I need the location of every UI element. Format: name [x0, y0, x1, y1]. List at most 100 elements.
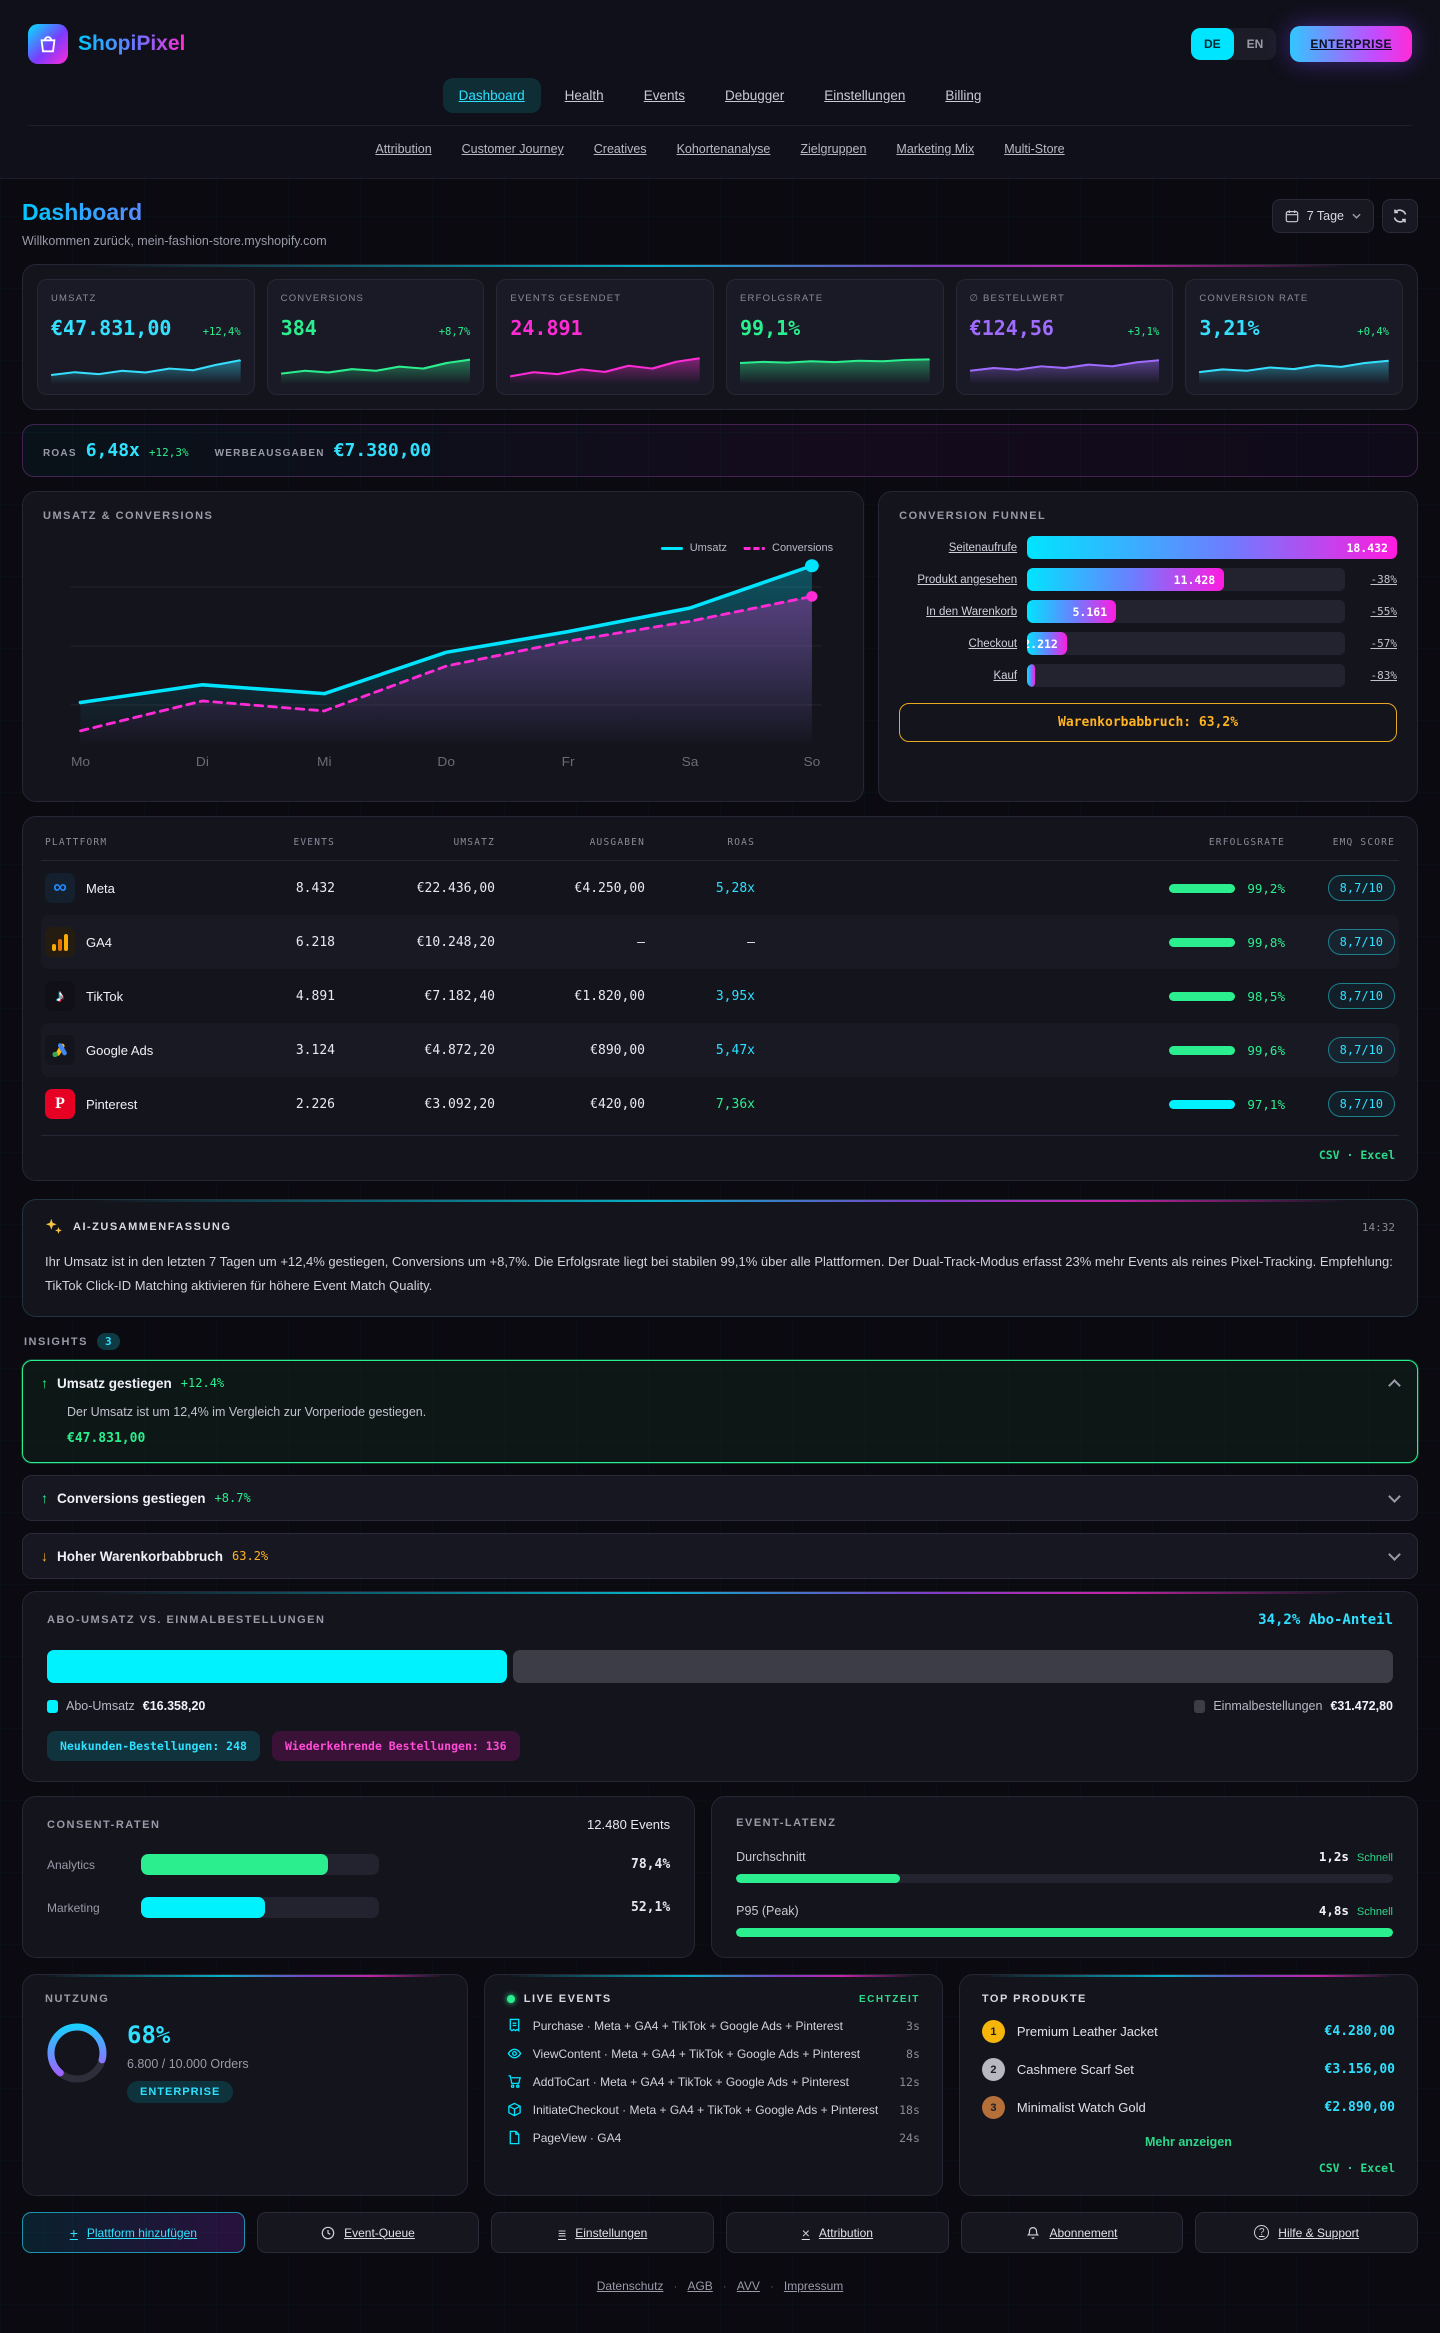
table-row-meta[interactable]: ∞ Meta 8.432 €22.436,00 €4.250,00 5,28x …	[41, 861, 1399, 915]
werbeausgaben-label: WERBEAUSGABEN	[214, 448, 325, 459]
funnel-value: 11.428	[1173, 572, 1216, 587]
funnel-step-label[interactable]: In den Warenkorb	[926, 605, 1018, 618]
subtab-attribution[interactable]: Attribution	[375, 142, 432, 156]
abo-legend-label: Abo-Umsatz	[66, 1699, 135, 1714]
emq-badge: 8,7/10	[1327, 875, 1395, 901]
roas-value: 6,48x	[85, 440, 140, 461]
umsatz-legend-line	[660, 546, 683, 550]
action-label: Einstellungen	[575, 2225, 648, 2240]
tab-dashboard[interactable]: Dashboard	[442, 78, 541, 113]
funnel-step-label[interactable]: Checkout	[968, 637, 1018, 650]
kpi-card-umsatz: UMSATZ €47.831,00 +12,4%	[37, 279, 255, 395]
funnel-value: 2.212	[1027, 636, 1058, 651]
action-label: Attribution	[818, 2225, 873, 2240]
subtab-marketing-mix[interactable]: Marketing Mix	[896, 142, 975, 156]
table-row-google-ads[interactable]: Google Ads 3.124 €4.872,20 €890,00 5,47x…	[41, 1023, 1399, 1077]
footer-impressum[interactable]: Impressum	[783, 2279, 844, 2294]
subtab-zielgruppen[interactable]: Zielgruppen	[800, 142, 867, 156]
csv-excel-export-link[interactable]: CSV · Excel	[1318, 1148, 1395, 1162]
event-queue-button[interactable]: Event-Queue	[256, 2212, 480, 2254]
settings-button[interactable]: ≡ Einstellungen	[491, 2212, 714, 2254]
footer-datenschutz[interactable]: Datenschutz	[596, 2279, 664, 2294]
funnel-step-label[interactable]: Kauf	[993, 669, 1018, 682]
google-ads-icon	[45, 1035, 75, 1065]
subscription-button[interactable]: Abonnement	[960, 2212, 1184, 2254]
subtab-customer-journey[interactable]: Customer Journey	[461, 142, 564, 156]
tab-events[interactable]: Events	[643, 88, 685, 103]
consent-events-count: 12.480 Events	[587, 1817, 671, 1833]
rate-value: 98,5%	[1247, 988, 1285, 1004]
shopipixel-logo-icon	[28, 24, 68, 64]
kpi-label: UMSATZ	[51, 293, 97, 304]
kpi-change: +12,4%	[202, 326, 241, 338]
enterprise-button[interactable]: ENTERPRISE	[1290, 26, 1412, 62]
tab-einstellungen[interactable]: Einstellungen	[824, 88, 906, 103]
funnel-row: In den Warenkorb 5.161 -55%	[899, 600, 1397, 623]
arrow-up-icon: ↑	[41, 1490, 48, 1507]
sparkline-chart	[969, 359, 1160, 384]
subtab-creatives[interactable]: Creatives	[593, 142, 647, 156]
event-latency-panel: EVENT-LATENZ Durchschnitt 1,2s Schnell P9…	[711, 1796, 1418, 1959]
nutzung-title: NUTZUNG	[45, 1993, 110, 2006]
latency-row-durchschnitt: Durchschnitt 1,2s Schnell	[736, 1849, 1393, 1884]
lang-de-button[interactable]: DE	[1190, 28, 1234, 60]
subtab-kohortenanalyse[interactable]: Kohortenanalyse	[676, 142, 771, 156]
funnel-drop[interactable]: -55%	[1370, 605, 1397, 618]
attribution-button[interactable]: × Attribution	[726, 2212, 949, 2254]
date-range-select[interactable]: 7 Tage	[1271, 199, 1374, 233]
platform-name: GA4	[86, 934, 113, 950]
insight-conversions-gestiegen[interactable]: ↑ Conversions gestiegen +8.7%	[22, 1475, 1418, 1522]
roas-change: +12,3%	[148, 446, 189, 459]
table-row-ga4[interactable]: GA4 6.218 €10.248,20 – – 99,8% 8,7/10	[41, 915, 1399, 969]
ai-timestamp: 14:32	[1361, 1220, 1395, 1234]
eye-icon	[507, 2048, 522, 2059]
refresh-button[interactable]	[1382, 199, 1418, 233]
table-row-pinterest[interactable]: P Pinterest 2.226 €3.092,20 €420,00 7,36…	[41, 1077, 1399, 1131]
mehr-anzeigen-link[interactable]: Mehr anzeigen	[1145, 2135, 1232, 2150]
table-row-tiktok[interactable]: ♪ TikTok 4.891 €7.182,40 €1.820,00 3,95x…	[41, 969, 1399, 1023]
add-platform-button[interactable]: + Plattform hinzufügen	[22, 2212, 245, 2254]
language-toggle[interactable]: DE EN	[1190, 28, 1277, 60]
live-event-time: 24s	[899, 2130, 920, 2145]
funnel-drop[interactable]: -57%	[1370, 637, 1397, 650]
plan-badge: ENTERPRISE	[127, 2081, 234, 2104]
neukunden-pill: Neukunden-Bestellungen: 248	[47, 1731, 260, 1762]
live-event-name: Purchase · Meta + GA4 + TikTok + Google …	[532, 2018, 843, 2033]
csv-excel-export-link[interactable]: CSV · Excel	[1318, 2161, 1395, 2176]
abo-legend-swatch	[47, 1699, 58, 1713]
rate-value: 99,8%	[1247, 934, 1285, 950]
lang-en-button[interactable]: EN	[1246, 37, 1264, 51]
funnel-drop[interactable]: -83%	[1370, 669, 1397, 682]
funnel-drop[interactable]: -38%	[1370, 573, 1397, 586]
funnel-step-label[interactable]: Seitenaufrufe	[948, 541, 1018, 554]
tab-health[interactable]: Health	[564, 88, 604, 103]
insight-badge: 63.2%	[232, 1549, 269, 1564]
col-roas: ROAS	[727, 837, 755, 848]
funnel-step-label[interactable]: Produkt angesehen	[917, 573, 1018, 586]
subtab-multi-store[interactable]: Multi-Store	[1004, 142, 1065, 156]
help-support-button[interactable]: ? Hilfe & Support	[1195, 2212, 1418, 2254]
latency-tag: Schnell	[1356, 1852, 1393, 1865]
action-label: Event-Queue	[344, 2225, 415, 2240]
einmal-legend-value: €31.472,80	[1330, 1699, 1393, 1714]
consent-value: 52,1%	[631, 1900, 671, 1916]
live-dot-icon	[506, 1995, 515, 2004]
footer-agb[interactable]: AGB	[687, 2279, 713, 2294]
footer-avv[interactable]: AVV	[736, 2279, 760, 2294]
insight-umsatz-gestiegen[interactable]: ↑ Umsatz gestiegen +12.4% Der Umsatz ist…	[22, 1360, 1418, 1464]
tab-debugger[interactable]: Debugger	[724, 88, 785, 103]
nutzung-panel: NUTZUNG 68% 6.800 / 10.000 Orders ENTERP…	[22, 1974, 468, 2197]
rate-value: 99,2%	[1247, 880, 1285, 896]
funnel-title: CONVERSION FUNNEL	[899, 510, 1047, 522]
svg-text:Mi: Mi	[317, 755, 332, 770]
tab-billing[interactable]: Billing	[945, 88, 982, 103]
abo-title: ABO-UMSATZ VS. EINMALBESTELLUNGEN	[47, 1614, 326, 1627]
live-event-row: Purchase · Meta + GA4 + TikTok + Google …	[507, 2018, 920, 2033]
conversion-funnel-panel: CONVERSION FUNNEL Seitenaufrufe 18.432 P…	[878, 491, 1418, 802]
insight-warenkorbabbruch[interactable]: ↓ Hoher Warenkorbabbruch 63.2%	[22, 1533, 1418, 1580]
kpi-value: €47.831,00	[51, 316, 172, 340]
live-event-time: 18s	[899, 2102, 920, 2117]
emq-badge: 8,7/10	[1327, 1091, 1395, 1117]
tiktok-icon: ♪	[45, 981, 75, 1011]
chevron-down-icon	[1388, 1489, 1401, 1503]
